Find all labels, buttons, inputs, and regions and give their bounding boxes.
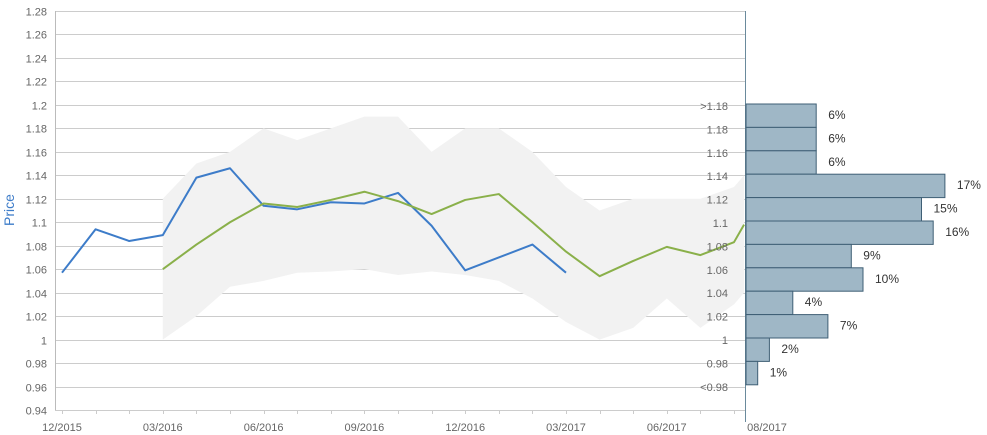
y-tick-label: 1.26 xyxy=(26,30,47,42)
histogram-percent-label: 1% xyxy=(770,365,788,379)
y-tick-label: 1.08 xyxy=(26,242,47,254)
y-tick-label: 0.94 xyxy=(26,406,47,418)
histogram-bin-label: 1.12 xyxy=(707,195,728,207)
histogram-percent-label: 2% xyxy=(781,342,799,356)
histogram-percent-label: 15% xyxy=(934,202,958,216)
x-tick-label: 03/2017 xyxy=(546,422,586,434)
histogram-bar xyxy=(745,220,934,245)
y-tick-label: 1.28 xyxy=(26,7,47,19)
histogram-percent-label: 6% xyxy=(828,155,846,169)
x-tick-label: 03/2016 xyxy=(143,422,183,434)
histogram-bin-label: 1.14 xyxy=(707,171,728,183)
y-tick-label: 1.2 xyxy=(32,101,47,113)
histogram-bar xyxy=(745,103,817,128)
histogram-bin-label: 1 xyxy=(722,335,728,347)
y-tick-label: 0.98 xyxy=(26,359,47,371)
x-tick-label: 06/2017 xyxy=(647,422,687,434)
y-tick-label: 1.06 xyxy=(26,265,47,277)
y-tick-label: 1.16 xyxy=(26,148,47,160)
histogram-percent-label: 10% xyxy=(875,272,899,286)
histogram-bar xyxy=(745,150,817,175)
histogram-bar xyxy=(745,360,759,386)
y-tick-label: 1.14 xyxy=(26,171,47,183)
histogram-bin-label: 1.06 xyxy=(707,265,728,277)
histogram-bin-label: 1.08 xyxy=(707,241,728,253)
histogram-bin-label: 1.16 xyxy=(707,148,728,160)
y-tick-label: 1.12 xyxy=(26,195,47,207)
histogram-percent-label: 9% xyxy=(863,248,881,262)
y-tick-label: 1.04 xyxy=(26,289,47,301)
x-tick-label: 12/2016 xyxy=(445,422,485,434)
histogram-bar xyxy=(745,197,922,222)
histogram-bar xyxy=(745,173,946,199)
x-tick-label: 09/2016 xyxy=(345,422,385,434)
histogram-bin-label: <0.98 xyxy=(700,382,728,394)
y-tick-label: 1 xyxy=(41,336,47,348)
x-tick-labels: 12/2015 03/2016 06/2016 09/2016 12/2016 03/20… xyxy=(42,410,787,434)
histogram-bar xyxy=(745,243,852,269)
histogram-bin-label: 1.18 xyxy=(707,124,728,136)
histogram-bin-label: >1.18 xyxy=(700,101,728,113)
histogram-bin-label: 1.04 xyxy=(707,288,728,300)
histogram-bar xyxy=(745,126,817,152)
histogram-percent-label: 6% xyxy=(828,108,846,122)
x-tick-label: 12/2015 xyxy=(42,422,82,434)
y-tick-label: 0.96 xyxy=(26,383,47,395)
histogram-percent-label: 17% xyxy=(957,178,981,192)
series-line-forecast xyxy=(162,190,745,278)
histogram-bin-label: 1.02 xyxy=(707,312,728,324)
y-tick-label: 1.1 xyxy=(32,218,47,230)
y-tick-label: 1.24 xyxy=(26,54,47,66)
y-axis-title: Price xyxy=(1,194,17,226)
histogram-percent-label: 16% xyxy=(945,225,969,239)
y-tick-label: 1.18 xyxy=(26,124,47,136)
histogram-bin-label: 1.1 xyxy=(713,218,728,230)
histogram-bin-label: 0.98 xyxy=(707,358,728,370)
distribution-histogram: >1.186%1.186%1.166%1.1417%1.1215%1.116%1… xyxy=(700,101,981,394)
series-line-historical xyxy=(61,167,567,274)
histogram-bar xyxy=(745,290,794,316)
confidence-band xyxy=(162,116,745,340)
y-tick-label: 1.22 xyxy=(26,77,47,89)
x-tick-label: 06/2016 xyxy=(244,422,284,434)
confidence-band-area xyxy=(162,116,745,340)
x-tick-label: 08/2017 xyxy=(747,422,787,434)
histogram-bar xyxy=(745,314,829,339)
histogram-bar xyxy=(745,337,770,362)
y-tick-labels: 0.94 0.96 0.98 1 1.02 1.04 1.06 1.08 1.1 1.12 1.14… xyxy=(26,7,47,418)
histogram-percent-label: 7% xyxy=(840,319,858,333)
series-lines xyxy=(61,167,745,278)
y-tick-label: 1.02 xyxy=(26,312,47,324)
histogram-percent-label: 6% xyxy=(828,131,846,145)
histogram-percent-label: 4% xyxy=(805,295,823,309)
histogram-bar xyxy=(745,267,864,292)
